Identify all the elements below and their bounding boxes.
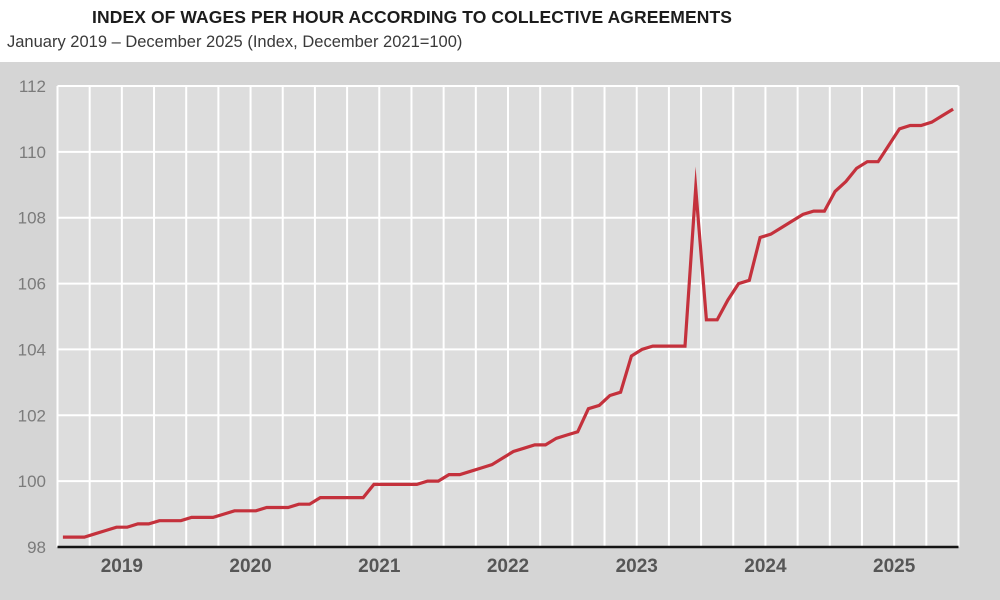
- y-axis-label-110: 110: [19, 143, 46, 162]
- chart-title: INDEX OF WAGES PER HOUR ACCORDING TO COL…: [92, 7, 733, 27]
- x-axis-label-2022: 2022: [487, 556, 529, 577]
- wage-index-line: [62, 107, 954, 539]
- y-axis-label-100: 100: [18, 472, 46, 491]
- y-axis-label-108: 108: [18, 209, 46, 228]
- x-axis-label-2023: 2023: [616, 556, 658, 577]
- x-axis-label-2019: 2019: [101, 556, 143, 577]
- chart-panel: 98 100 102 104 106 108 110 112 2019 2020 2021 2022 2…: [0, 62, 1000, 600]
- x-axis-label-2021: 2021: [358, 556, 401, 577]
- y-axis-labels: 98 100 102 104 106 108 110 112: [18, 77, 46, 557]
- x-axis-label-2024: 2024: [744, 556, 787, 577]
- y-axis-label-112: 112: [19, 77, 46, 96]
- x-axis-label-2025: 2025: [873, 556, 916, 577]
- gridlines: [56, 85, 960, 547]
- y-axis-label-104: 104: [18, 340, 46, 359]
- y-axis-label-106: 106: [18, 275, 46, 294]
- y-axis-label-98: 98: [27, 538, 46, 557]
- chart-subtitle: January 2019 – December 2025 (Index, Dec…: [7, 33, 463, 51]
- y-axis-label-102: 102: [18, 406, 46, 425]
- x-axis-labels: 2019 2020 2021 2022 2023 2024 2025: [101, 556, 916, 577]
- x-axis-label-2020: 2020: [229, 556, 271, 577]
